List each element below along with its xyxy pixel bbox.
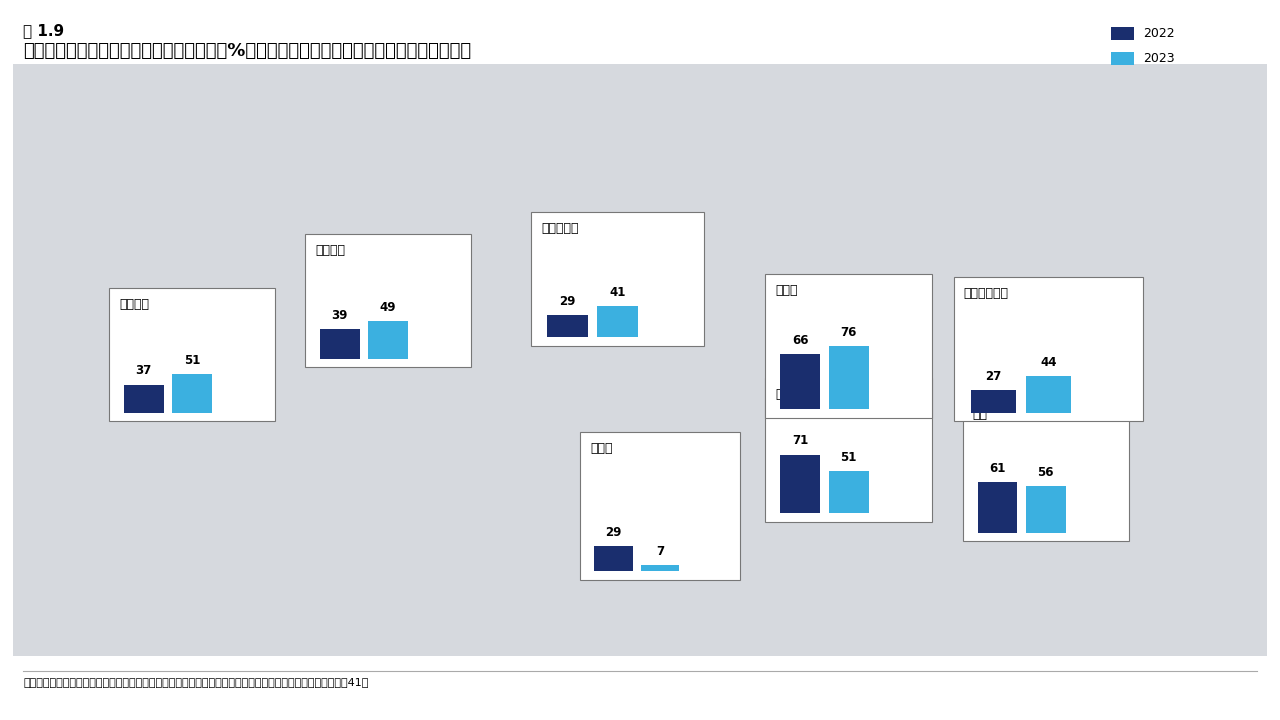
Text: 2023: 2023 bbox=[1143, 52, 1175, 65]
Text: 2022: 2022 bbox=[1143, 27, 1175, 40]
Bar bbox=[596, 306, 639, 337]
Text: 71: 71 bbox=[792, 434, 809, 447]
Bar bbox=[172, 374, 212, 413]
Text: 7: 7 bbox=[655, 545, 664, 558]
Bar bbox=[320, 329, 360, 359]
Bar bbox=[1111, 52, 1134, 65]
Bar bbox=[109, 288, 275, 421]
Text: 66: 66 bbox=[792, 334, 809, 347]
Text: 39: 39 bbox=[332, 309, 348, 322]
Bar bbox=[781, 454, 820, 513]
Text: 41: 41 bbox=[609, 286, 626, 299]
Bar bbox=[580, 432, 740, 580]
Text: 76: 76 bbox=[841, 326, 856, 339]
Bar bbox=[954, 277, 1143, 421]
Text: 61: 61 bbox=[989, 462, 1006, 475]
Bar bbox=[828, 346, 869, 409]
Text: インド: インド bbox=[776, 284, 799, 297]
Text: メキシコ: メキシコ bbox=[119, 298, 148, 311]
Bar bbox=[367, 321, 408, 359]
Text: 27: 27 bbox=[986, 370, 1001, 383]
Text: 新興国債券のエクスポージャーを拡大する上で魅力的だと思う市場は次のうちどれですか？に対する回答数：41。: 新興国債券のエクスポージャーを拡大する上で魅力的だと思う市場は次のうちどれですか… bbox=[23, 677, 369, 687]
Text: 中国: 中国 bbox=[776, 388, 791, 401]
Text: ロシア: ロシア bbox=[590, 442, 613, 455]
Bar bbox=[531, 212, 704, 346]
Text: 新興国債券の観点から最も魅力的な市場（%、引用、ソブリン・ウェルス・ファンドのみ）: 新興国債券の観点から最も魅力的な市場（%、引用、ソブリン・ウェルス・ファンドのみ… bbox=[23, 42, 471, 60]
Bar bbox=[124, 384, 164, 413]
Bar bbox=[305, 234, 471, 367]
Bar bbox=[963, 397, 1129, 541]
Text: 51: 51 bbox=[841, 451, 856, 464]
Text: 51: 51 bbox=[184, 354, 200, 366]
Text: 56: 56 bbox=[1038, 467, 1053, 480]
Bar bbox=[547, 315, 589, 337]
Text: 44: 44 bbox=[1041, 356, 1056, 369]
Bar bbox=[1025, 487, 1066, 533]
Bar bbox=[970, 390, 1016, 413]
Bar bbox=[781, 354, 820, 409]
Bar bbox=[765, 274, 932, 418]
Bar bbox=[594, 546, 632, 571]
Text: ブラジル: ブラジル bbox=[315, 244, 344, 257]
Bar bbox=[1025, 376, 1071, 413]
Text: インドネシア: インドネシア bbox=[964, 287, 1009, 300]
Bar bbox=[640, 565, 678, 571]
Text: 図 1.9: 図 1.9 bbox=[23, 23, 64, 38]
Text: 南アフリカ: 南アフリカ bbox=[541, 222, 579, 235]
Text: 37: 37 bbox=[136, 364, 152, 377]
Text: 29: 29 bbox=[605, 526, 622, 539]
Bar bbox=[1111, 27, 1134, 40]
Text: 29: 29 bbox=[559, 294, 576, 307]
Bar bbox=[828, 471, 869, 513]
Bar bbox=[978, 482, 1018, 533]
Bar bbox=[765, 378, 932, 522]
Text: 韓国: 韓国 bbox=[973, 408, 988, 420]
Text: 49: 49 bbox=[380, 301, 396, 314]
